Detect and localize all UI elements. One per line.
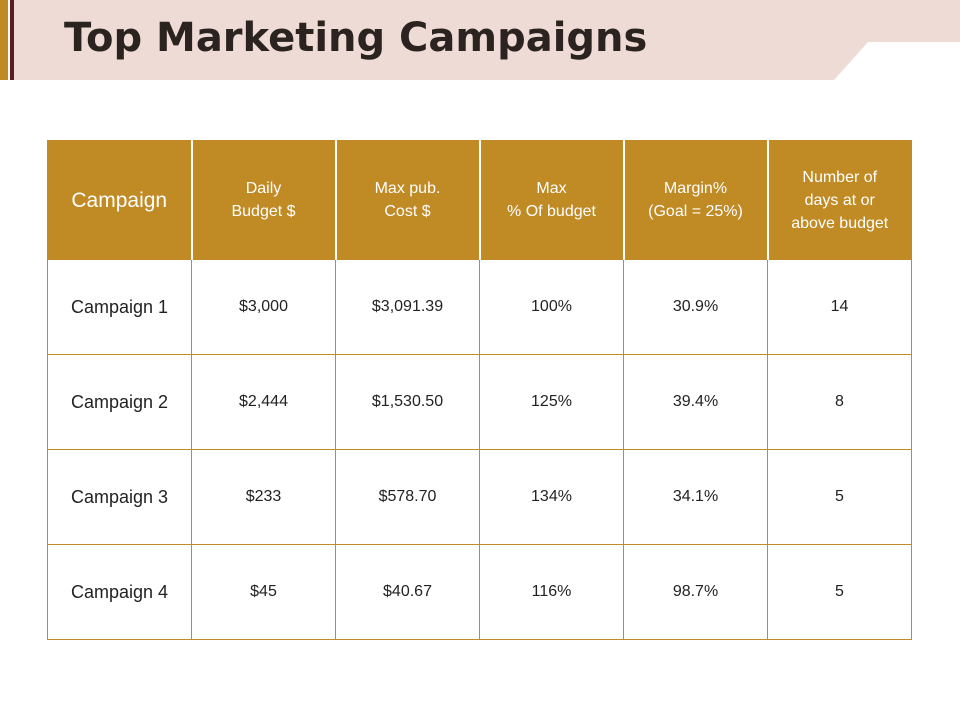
campaign-table-container: Campaign Daily Budget $ Max pub. Cost $ …: [47, 140, 912, 640]
cell-max-pub-cost: $1,530.50: [335, 354, 480, 450]
header-line: Cost $: [384, 203, 431, 220]
header-line: Campaign: [71, 188, 168, 212]
table-row: Campaign 3 $233 $578.70 134% 34.1% 5: [47, 449, 912, 545]
cell-max-pub-cost: $40.67: [335, 544, 480, 640]
table-row: Campaign 2 $2,444 $1,530.50 125% 39.4% 8: [47, 354, 912, 450]
cell-days-above-budget: 5: [767, 449, 912, 545]
cell-max-percent-budget: 100%: [479, 259, 624, 355]
cell-days-above-budget: 8: [767, 354, 912, 450]
cell-max-percent-budget: 134%: [479, 449, 624, 545]
cell-margin: 39.4%: [623, 354, 768, 450]
cell-daily-budget: $2,444: [191, 354, 336, 450]
header-line: days at or: [804, 191, 875, 209]
table-header-row: Campaign Daily Budget $ Max pub. Cost $ …: [47, 140, 912, 260]
cell-campaign: Campaign 3: [47, 449, 192, 545]
cell-max-pub-cost: $3,091.39: [335, 259, 480, 355]
header-margin: Margin% (Goal = 25%): [623, 140, 769, 260]
header-line: Max pub.: [374, 180, 441, 197]
cell-days-above-budget: 5: [767, 544, 912, 640]
cell-margin: 30.9%: [623, 259, 768, 355]
cell-max-percent-budget: 116%: [479, 544, 624, 640]
header-max-pub-cost: Max pub. Cost $: [335, 140, 481, 260]
cell-margin: 34.1%: [623, 449, 768, 545]
accent-bar-dark: [10, 0, 14, 80]
cell-max-percent-budget: 125%: [479, 354, 624, 450]
header-days-above-budget: Number of days at or above budget: [767, 140, 912, 260]
header-line: % Of budget: [507, 203, 596, 220]
header-line: Max: [536, 180, 567, 197]
header-line: Budget $: [231, 203, 296, 220]
page-title: Top Marketing Campaigns: [64, 15, 648, 61]
cell-campaign: Campaign 2: [47, 354, 192, 450]
header-daily-budget: Daily Budget $: [191, 140, 337, 260]
cell-campaign: Campaign 4: [47, 544, 192, 640]
header-line: Daily: [245, 180, 282, 197]
campaign-table: Campaign Daily Budget $ Max pub. Cost $ …: [47, 140, 912, 640]
cell-campaign: Campaign 1: [47, 259, 192, 355]
header-line: above budget: [791, 214, 889, 232]
header-campaign: Campaign: [47, 140, 193, 260]
title-band-background: [14, 0, 960, 80]
cell-daily-budget: $3,000: [191, 259, 336, 355]
title-band-shape: [0, 0, 960, 80]
header-max-percent-budget: Max % Of budget: [479, 140, 625, 260]
header-line: (Goal = 25%): [648, 203, 743, 220]
cell-max-pub-cost: $578.70: [335, 449, 480, 545]
cell-daily-budget: $233: [191, 449, 336, 545]
cell-days-above-budget: 14: [767, 259, 912, 355]
header-line: Margin%: [663, 180, 728, 197]
cell-daily-budget: $45: [191, 544, 336, 640]
title-band: [0, 0, 960, 80]
accent-bar-gold: [0, 0, 8, 80]
table-row: Campaign 1 $3,000 $3,091.39 100% 30.9% 1…: [47, 259, 912, 355]
cell-margin: 98.7%: [623, 544, 768, 640]
header-line: Number of: [802, 168, 878, 186]
table-row: Campaign 4 $45 $40.67 116% 98.7% 5: [47, 544, 912, 640]
